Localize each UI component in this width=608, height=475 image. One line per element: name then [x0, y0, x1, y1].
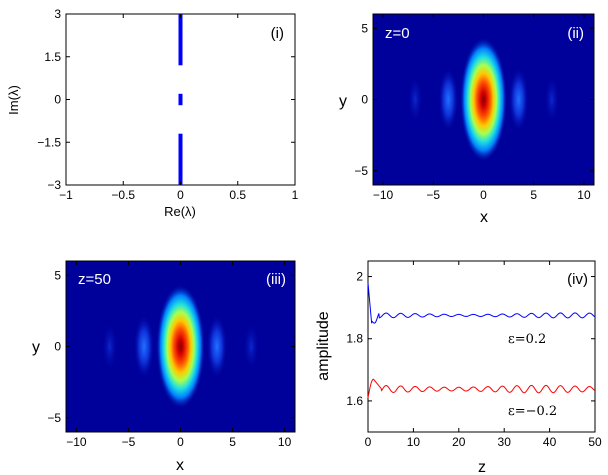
side-lobe [543, 73, 560, 126]
x-tick-label: −5 [426, 188, 440, 202]
y-tick-label: 5 [361, 21, 368, 35]
x-tick-label: −1 [59, 188, 73, 202]
y-tick-label: −1.5 [37, 135, 61, 149]
x-tick-label: 0 [480, 188, 487, 202]
x-tick-label: 50 [588, 435, 602, 449]
x-tick-label: 10 [577, 188, 591, 202]
y-tick-label: 3 [54, 7, 61, 21]
panel-iv-tag: (iv) [567, 271, 588, 288]
x-tick-label: 20 [452, 435, 466, 449]
x-tick-label: 0 [177, 188, 184, 202]
side-lobe [407, 73, 424, 126]
y-tick-label: −5 [47, 411, 61, 425]
panel-iv-ylabel: amplitude [315, 311, 332, 380]
panel-iii-xlabel: x [176, 457, 184, 474]
x-tick-label: −10 [66, 435, 87, 449]
y-tick-label: 1.6 [346, 394, 363, 408]
y-tick-label: 5 [54, 268, 61, 282]
panel-ii: −10 −5 0 5 10 5 0 −5 (ii) z=0 x y [339, 13, 595, 226]
panel-i: −1 −0.5 0 0.5 1 3 1.5 0 −1.5 −3 (i) Re(λ) Im(λ) [6, 7, 299, 219]
panel-iv-lines [367, 282, 595, 398]
x-tick-label: 5 [229, 435, 236, 449]
y-tick-label: −5 [354, 164, 368, 178]
panel-iv: 0 10 20 30 40 50 2 1.8 1.6 (iv) ε=0.2 ε=−0.2 z a… [315, 260, 602, 475]
panel-iii-ylabel: y [32, 339, 40, 356]
x-tick-label: −0.5 [111, 188, 135, 202]
y-tick-label: 2 [356, 270, 363, 284]
panel-ii-heatmap [407, 37, 560, 162]
panel-ii-ylabel: y [339, 93, 347, 110]
x-tick-label: 10 [278, 435, 292, 449]
panel-iii-ticks: −10 −5 0 5 10 5 0 −5 [47, 261, 295, 449]
panel-i-tag: (i) [271, 25, 284, 42]
panel-iv-ticks: 0 10 20 30 40 50 2 1.8 1.6 [346, 261, 602, 449]
side-lobe [438, 66, 459, 133]
x-tick-label: 5 [530, 188, 537, 202]
panel-i-ticks: −1 −0.5 0 0.5 1 3 1.5 0 −1.5 −3 [37, 7, 298, 202]
panel-ii-ticks: −10 −5 0 5 10 5 0 −5 [354, 14, 594, 202]
panel-i-ylabel: Im(λ) [6, 85, 21, 115]
panel-iv-frame [367, 260, 596, 433]
side-lobe [133, 313, 155, 380]
x-tick-label: 10 [407, 435, 421, 449]
side-lobe [508, 66, 529, 133]
series-label-eps-pos: ε=0.2 [508, 332, 546, 347]
x-tick-label: 0 [365, 435, 372, 449]
y-tick-label: 1.5 [44, 50, 61, 64]
y-tick-label: 0 [361, 93, 368, 107]
side-lobe [101, 320, 119, 373]
side-lobe [242, 320, 260, 373]
series-label-eps-neg: ε=−0.2 [508, 404, 557, 419]
x-tick-label: −10 [373, 188, 394, 202]
beam-intensity [459, 37, 508, 162]
panel-iii: −10 −5 0 5 10 5 0 −5 (iii) z=50 x y [32, 260, 296, 474]
amplitude-line-eps-pos [367, 282, 595, 324]
panel-iii-annotation: z=50 [78, 271, 111, 288]
x-tick-label: −5 [122, 435, 136, 449]
panel-iii-tag: (iii) [266, 271, 286, 288]
panel-ii-annotation: z=0 [385, 25, 410, 42]
panel-iii-heatmap [101, 284, 260, 409]
x-tick-label: 30 [498, 435, 512, 449]
y-tick-label: 0 [54, 340, 61, 354]
panel-ii-xlabel: x [480, 209, 488, 226]
x-tick-label: 40 [543, 435, 557, 449]
panel-ii-tag: (ii) [567, 25, 584, 42]
y-tick-label: −3 [47, 178, 61, 192]
beam-intensity [156, 284, 205, 409]
y-tick-label: 0 [54, 93, 61, 107]
y-tick-label: 1.8 [346, 332, 363, 346]
x-tick-label: 0 [177, 435, 184, 449]
panel-i-xlabel: Re(λ) [164, 204, 196, 219]
amplitude-line-eps-neg [367, 378, 595, 398]
x-tick-label: 0.5 [229, 188, 246, 202]
panel-iv-xlabel: z [478, 459, 486, 475]
side-lobe [206, 313, 228, 380]
x-tick-label: 1 [292, 188, 299, 202]
